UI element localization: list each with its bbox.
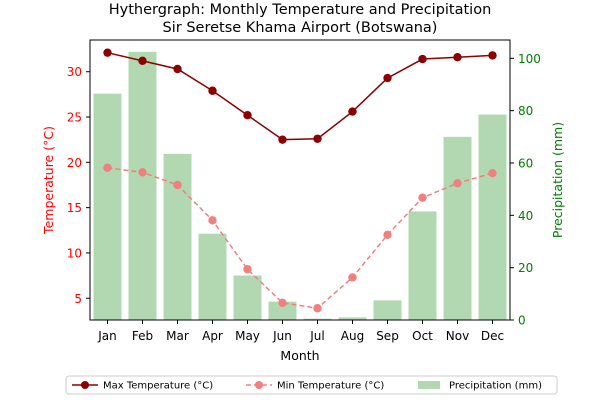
min-temp-point (313, 304, 322, 313)
precipitation-bar (128, 51, 157, 321)
min-temp-point (243, 265, 252, 274)
plot-frame (89, 39, 511, 321)
legend-label: Precipitation (mm) (449, 381, 542, 392)
min-temp-point (383, 230, 392, 240)
x-axis-tick-label: Sep (376, 329, 399, 343)
right-axis-tick-label: 100 (518, 52, 541, 66)
legend-marker-max-temp (81, 381, 89, 389)
left-axis-tick-label: 10 (67, 246, 82, 260)
precipitation-bar (93, 93, 122, 320)
legend-box (65, 375, 558, 395)
left-axis-tick-label: 5 (74, 292, 82, 306)
precipitation-bar (268, 301, 297, 320)
max-temp-point (453, 53, 462, 62)
x-axis-label: Month (280, 348, 319, 363)
min-temp-line (107, 167, 493, 310)
right-axis-tick-label: 0 (518, 314, 526, 328)
precipitation-bar (198, 233, 227, 320)
max-temp-point (103, 48, 112, 57)
x-axis-tick-label: Jul (309, 329, 324, 343)
max-temp-point (278, 135, 287, 144)
x-axis-tick-label: Oct (412, 329, 433, 343)
left-axis: 5 10 15 20 25 30 (67, 65, 90, 306)
x-axis-tick-label: Dec (481, 329, 504, 343)
min-temp-point (208, 216, 217, 225)
left-axis-tick-label: 15 (67, 201, 82, 215)
right-axis-tick-label: 40 (518, 209, 533, 223)
max-temp-point (488, 51, 497, 60)
min-temp-point (488, 169, 497, 178)
right-axis-tick-label: 80 (518, 104, 533, 118)
x-axis-tick-label: Nov (446, 329, 469, 343)
left-axis-label: Temperature (°C) (41, 126, 56, 235)
precipitation-bar (233, 275, 262, 320)
min-temp-point (418, 193, 427, 202)
left-axis-tick-label: 30 (67, 65, 82, 79)
right-axis-tick-label: 60 (518, 156, 533, 170)
precipitation-bar (338, 317, 367, 320)
precipitation-bars (93, 51, 507, 321)
precipitation-bar (163, 153, 192, 320)
x-axis-tick-label: Jun (272, 329, 292, 343)
temperature-lines (103, 48, 497, 313)
max-temp-point (208, 86, 217, 95)
max-temp-point (418, 54, 427, 64)
chart-title-line2: Sir Seretse Khama Airport (Botswana) (163, 20, 438, 36)
max-temp-point (313, 134, 322, 143)
min-temp-point (103, 163, 112, 172)
min-temp-point (348, 273, 357, 282)
chart-title-line1: Hythergraph: Monthly Temperature and Pre… (109, 2, 492, 18)
right-axis-label: Precipitation (mm) (550, 122, 565, 238)
right-axis: 0 20 40 60 80 100 (510, 52, 541, 328)
max-temp-point (138, 56, 147, 66)
x-axis: Jan Feb Mar Apr May Jun Jul Aug Sep Oct Nov Dec (97, 320, 504, 343)
legend-swatch-precipitation (418, 381, 440, 389)
max-temp-point (348, 107, 357, 116)
left-axis-tick-label: 25 (67, 111, 82, 125)
max-temp-point (173, 64, 182, 74)
legend: Max Temperature (°C) Min Temperature (°C)… (65, 375, 558, 395)
left-axis-tick-label: 20 (67, 156, 82, 170)
max-temp-point (243, 111, 252, 120)
legend-label: Max Temperature (°C) (103, 381, 213, 392)
x-axis-tick-label: May (235, 329, 260, 343)
precipitation-bar (443, 136, 472, 320)
min-temp-point (173, 180, 182, 190)
precipitation-bar (373, 300, 402, 320)
max-temp-point (383, 73, 392, 83)
precipitation-bar (408, 211, 437, 320)
min-temp-point (453, 178, 462, 188)
min-temp-point (278, 298, 287, 307)
precipitation-bar (478, 114, 507, 320)
precipitation-bar (303, 318, 332, 320)
legend-label: Min Temperature (°C) (277, 381, 384, 392)
x-axis-tick-label: Mar (166, 329, 189, 343)
min-temp-point (138, 168, 147, 177)
x-axis-tick-label: Aug (341, 329, 364, 343)
x-axis-tick-label: Feb (132, 329, 153, 343)
legend-marker-min-temp (255, 381, 263, 389)
x-axis-tick-label: Apr (202, 329, 223, 343)
right-axis-tick-label: 20 (518, 261, 533, 275)
max-temp-line (107, 51, 493, 141)
x-axis-tick-label: Jan (97, 329, 117, 343)
